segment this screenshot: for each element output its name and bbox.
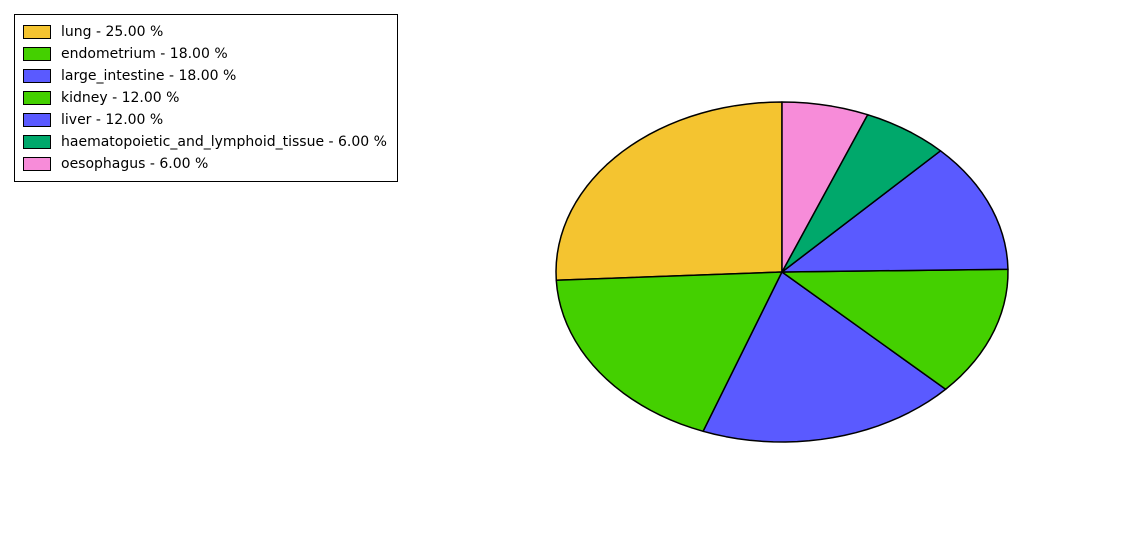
legend-item-oesophagus: oesophagus - 6.00 % (23, 153, 387, 175)
legend-label-kidney: kidney - 12.00 % (61, 87, 179, 109)
legend: lung - 25.00 %endometrium - 18.00 %large… (14, 14, 398, 182)
legend-item-kidney: kidney - 12.00 % (23, 87, 387, 109)
legend-item-large_intestine: large_intestine - 18.00 % (23, 65, 387, 87)
legend-swatch-kidney (23, 91, 51, 105)
legend-item-liver: liver - 12.00 % (23, 109, 387, 131)
pie-slice-lung (556, 102, 782, 280)
legend-item-haematopoietic_and_lymphoid_tissue: haematopoietic_and_lymphoid_tissue - 6.0… (23, 131, 387, 153)
legend-label-large_intestine: large_intestine - 18.00 % (61, 65, 236, 87)
legend-item-lung: lung - 25.00 % (23, 21, 387, 43)
legend-label-liver: liver - 12.00 % (61, 109, 163, 131)
legend-swatch-haematopoietic_and_lymphoid_tissue (23, 135, 51, 149)
legend-label-endometrium: endometrium - 18.00 % (61, 43, 228, 65)
legend-item-endometrium: endometrium - 18.00 % (23, 43, 387, 65)
chart-container: lung - 25.00 %endometrium - 18.00 %large… (0, 0, 1134, 538)
legend-swatch-oesophagus (23, 157, 51, 171)
legend-swatch-large_intestine (23, 69, 51, 83)
pie-svg (554, 100, 1010, 444)
legend-label-lung: lung - 25.00 % (61, 21, 163, 43)
legend-swatch-liver (23, 113, 51, 127)
legend-label-oesophagus: oesophagus - 6.00 % (61, 153, 208, 175)
legend-swatch-endometrium (23, 47, 51, 61)
legend-label-haematopoietic_and_lymphoid_tissue: haematopoietic_and_lymphoid_tissue - 6.0… (61, 131, 387, 153)
legend-swatch-lung (23, 25, 51, 39)
pie-chart (554, 100, 1010, 448)
